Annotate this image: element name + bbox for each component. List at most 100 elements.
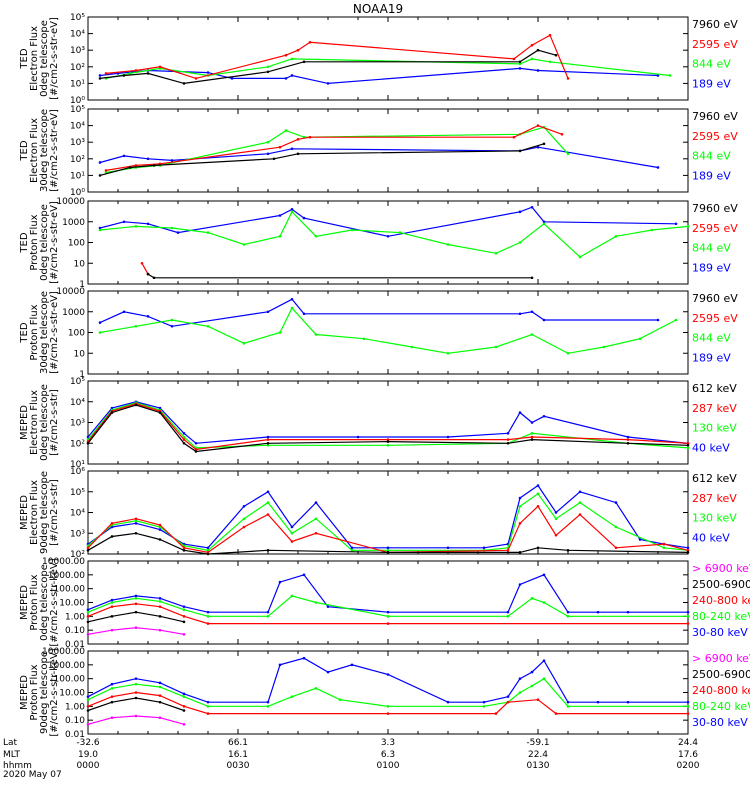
data-point: [518, 312, 522, 316]
data-point: [194, 77, 198, 80]
data-point: [494, 252, 498, 255]
data-point: [566, 705, 570, 708]
data-point: [566, 152, 570, 156]
data-point: [122, 154, 126, 158]
data-point: [266, 443, 270, 447]
data-point: [536, 145, 540, 149]
data-point: [482, 546, 486, 550]
data-point: [362, 337, 366, 341]
data-point: [686, 441, 690, 445]
data-point: [110, 535, 114, 538]
data-point: [566, 700, 570, 704]
data-point: [566, 549, 570, 552]
data-point: [518, 67, 522, 70]
data-point: [128, 72, 132, 75]
data-point: [302, 573, 306, 577]
data-point: [182, 695, 186, 698]
x-tick-lat: -59.1: [526, 738, 549, 748]
data-point: [656, 74, 660, 77]
data-point: [536, 484, 540, 487]
data-point: [182, 432, 186, 435]
data-point: [686, 549, 690, 552]
panel-2: 10⁰ 10¹ 10² 10³ 10⁴ 10⁵ TEDElectron Flux30deg …: [19, 105, 738, 198]
data-point: [290, 207, 294, 211]
series-189-ev: [99, 146, 659, 169]
data-point: [596, 700, 600, 704]
legend-entry: 844 eV: [692, 150, 731, 163]
data-point: [158, 685, 162, 689]
data-point: [626, 700, 630, 704]
data-point: [554, 53, 558, 57]
data-point: [170, 159, 174, 162]
data-point: [506, 615, 510, 618]
data-point: [536, 698, 540, 702]
data-point: [98, 228, 102, 232]
y-tick-label: 1: [79, 280, 85, 290]
data-point: [614, 234, 618, 238]
data-point: [158, 65, 162, 69]
legend-entry: 80-240 keV: [692, 700, 750, 713]
y-tick-label: 100.00: [54, 585, 86, 595]
data-point: [110, 695, 114, 698]
data-point: [548, 33, 552, 37]
legend-entry: 844 eV: [692, 332, 731, 345]
data-point: [314, 601, 318, 604]
data-point: [278, 580, 282, 584]
data-point: [206, 324, 210, 328]
data-point: [656, 166, 660, 169]
legend-entry: 240-800 keV: [692, 684, 750, 697]
y-tick-label: 1000: [62, 308, 85, 318]
data-point: [134, 69, 138, 72]
legend-entry: 40 keV: [692, 531, 730, 544]
data-point: [686, 551, 690, 554]
data-point: [86, 705, 90, 708]
data-point: [290, 695, 294, 698]
y-tick-label: 1: [79, 370, 85, 380]
legend-entry: 7960 eV: [692, 18, 738, 31]
data-point: [446, 243, 450, 246]
y-tick-label: 10²: [70, 63, 85, 73]
data-point: [356, 435, 360, 439]
data-point: [266, 501, 270, 504]
y-tick-label: 10³: [70, 138, 85, 148]
data-point: [290, 525, 294, 529]
data-point: [494, 345, 498, 349]
data-point: [170, 226, 174, 230]
data-point: [290, 74, 294, 77]
y-tick-label: 10000: [56, 197, 85, 207]
data-point: [152, 164, 156, 167]
data-point: [206, 71, 210, 74]
series-612-kev: [87, 404, 689, 453]
data-point: [386, 546, 390, 550]
plot-frame: [87, 560, 689, 645]
data-point: [194, 441, 198, 445]
data-point: [134, 691, 138, 694]
y-tick-label: 10.00: [59, 599, 85, 609]
data-point: [158, 523, 162, 527]
data-point: [266, 140, 270, 144]
data-point: [182, 438, 186, 441]
data-point: [578, 255, 582, 259]
data-point: [122, 220, 126, 224]
data-point: [128, 166, 132, 169]
data-point: [86, 620, 90, 624]
data-point: [596, 610, 600, 614]
panel-5: 10¹ 10² 10³ 10⁴ 10⁵ MEPEDElectron Flux0deg te…: [19, 377, 737, 470]
y-tick-label: 10²: [70, 155, 85, 165]
data-point: [266, 705, 270, 708]
series-40-kev: [87, 401, 689, 444]
y-tick-label: 10⁰: [70, 96, 85, 106]
y-tick-label: 1000.00: [48, 661, 85, 671]
y-tick-label: 0.01: [65, 730, 85, 740]
data-point: [242, 525, 246, 529]
series-80-240-kev: [87, 677, 688, 707]
legend-entry: > 6900 keV: [692, 562, 750, 575]
data-point: [110, 687, 114, 690]
series-844-ev: [105, 58, 671, 79]
data-point: [182, 441, 186, 445]
series-240-800-kev: [87, 691, 688, 715]
data-point: [566, 610, 570, 614]
